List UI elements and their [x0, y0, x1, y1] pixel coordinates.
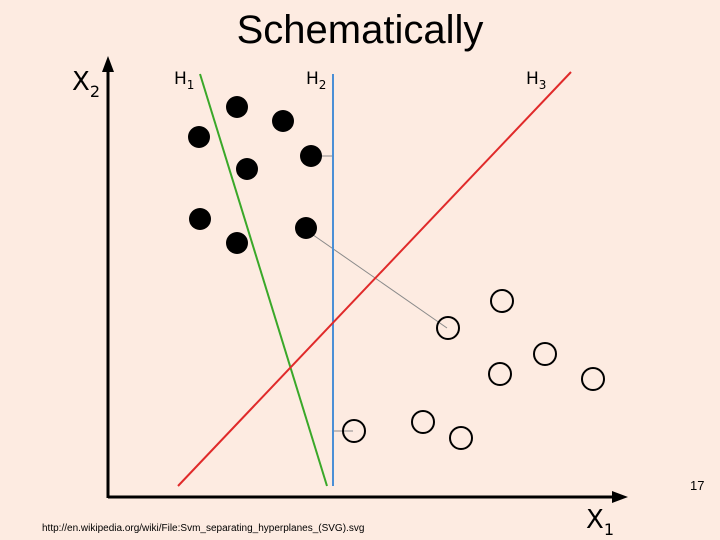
hyperplane-label-h2: H2 — [306, 69, 326, 92]
margin-lines — [305, 155, 448, 432]
hollow-point — [533, 342, 557, 366]
filled-point — [189, 208, 211, 230]
filled-point — [226, 96, 248, 118]
hollow-point — [436, 316, 460, 340]
y-axis-arrow — [102, 56, 114, 72]
hollow-point — [449, 426, 473, 450]
hyperplane-label-h3: H3 — [526, 69, 546, 92]
hollow-point — [342, 419, 366, 443]
x-axis-label: X1 — [586, 505, 614, 539]
filled-point — [188, 126, 210, 148]
filled-point — [300, 145, 322, 167]
hollow-point — [490, 289, 514, 313]
filled-point — [226, 232, 248, 254]
hollow-point — [581, 367, 605, 391]
filled-point — [272, 110, 294, 132]
hyperplane-h1 — [199, 73, 328, 487]
hyperplane-h3 — [177, 71, 572, 487]
x-axis-arrow — [612, 491, 628, 503]
hollow-point — [488, 362, 512, 386]
slide-title: Schematically — [236, 8, 484, 52]
filled-points — [188, 96, 322, 254]
filled-point — [295, 217, 317, 239]
hyperplane-label-h1: H1 — [174, 69, 194, 92]
page-number: 17 — [690, 478, 705, 493]
margin-line-h3 — [305, 229, 448, 329]
axes — [102, 56, 628, 503]
hollow-point — [411, 410, 435, 434]
filled-point — [236, 158, 258, 180]
source-link[interactable]: http://en.wikipedia.org/wiki/File:Svm_se… — [42, 523, 365, 534]
y-axis-label: X2 — [72, 67, 100, 101]
hollow-points — [342, 289, 605, 450]
